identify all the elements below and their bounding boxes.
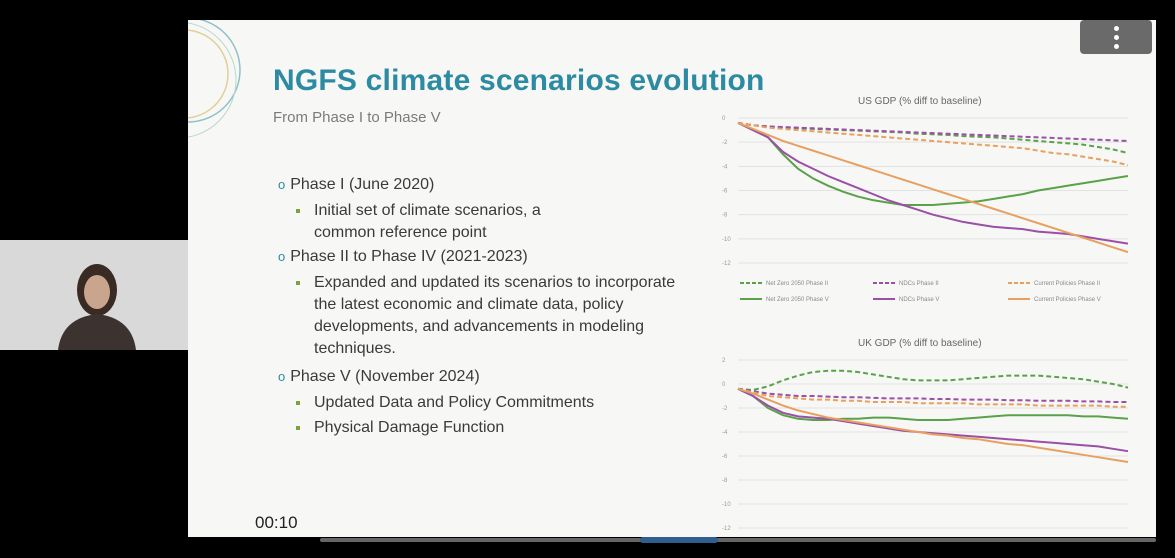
series-line: [737, 121, 1129, 167]
bullet-phase-2-4: o Phase II to Phase IV (2021-2023): [278, 246, 528, 268]
decorative-arcs: [188, 20, 241, 138]
circle-bullet-icon: o: [278, 177, 286, 192]
y-tick-label: -10: [722, 237, 731, 243]
series-line: [737, 387, 1129, 463]
circle-bullet-icon: o: [278, 249, 286, 264]
bullet-label: Phase I (June 2020): [290, 176, 435, 193]
square-bullet-icon: [296, 281, 300, 285]
sub-bullet-text: Updated Data and Policy Commitments: [314, 394, 595, 411]
legend-label: NDCs Phase II: [899, 281, 939, 287]
legend-label: Net Zero 2050 Phase V: [766, 297, 829, 303]
series-line: [737, 369, 1129, 392]
legend-label: Net Zero 2050 Phase II: [766, 281, 828, 287]
presenter-webcam: [0, 240, 188, 350]
bullet-label: Phase V (November 2024): [290, 368, 480, 385]
square-bullet-icon: [296, 426, 300, 430]
progress-track[interactable]: [320, 538, 1156, 542]
sub-bullet: Initial set of climate scenarios, a comm…: [296, 200, 586, 244]
slide-title: NGFS climate scenarios evolution: [273, 64, 765, 97]
square-bullet-icon: [296, 209, 300, 213]
series-line: [737, 387, 1129, 421]
bullet-phase-1: o Phase I (June 2020): [278, 174, 434, 196]
y-tick-label: -4: [722, 164, 728, 170]
us-gdp-chart: 0 -2 -4 -6 -8 -10 -12 Net Zero 2050 Phase II NDC…: [722, 116, 1129, 303]
y-tick-label: -2: [722, 140, 728, 146]
series-line: [737, 387, 1128, 408]
y-tick-label: -8: [722, 213, 728, 219]
legend-label: NDCs Phase V: [899, 297, 939, 303]
y-tick-label: -2: [722, 406, 728, 412]
sub-bullet: Updated Data and Policy Commitments: [296, 392, 656, 414]
more-vertical-icon: [1080, 20, 1152, 49]
player-control-bar: [188, 537, 1156, 558]
series-line: [737, 387, 1128, 403]
bullet-label: Phase II to Phase IV (2021-2023): [290, 248, 528, 265]
sub-bullet-text: Expanded and updated its scenarios to in…: [314, 274, 676, 357]
bullet-phase-5: o Phase V (November 2024): [278, 366, 480, 388]
y-tick-label: -8: [722, 478, 728, 484]
sub-bullet-text: Initial set of climate scenarios, a comm…: [314, 202, 541, 241]
circle-bullet-icon: o: [278, 369, 286, 384]
top-bar: [0, 0, 1175, 20]
series-line: [737, 121, 1129, 254]
series-line: [737, 121, 1129, 142]
presentation-slide: NGFS climate scenarios evolution From Ph…: [188, 20, 1156, 537]
y-tick-label: -10: [722, 502, 731, 508]
y-tick-label: 0: [722, 382, 726, 388]
y-tick-label: -12: [722, 261, 731, 267]
series-line: [737, 121, 1129, 206]
progress-thumb[interactable]: [640, 537, 718, 543]
elapsed-time: 00:10: [255, 513, 298, 532]
y-tick-label: 0: [722, 116, 726, 122]
more-options-button[interactable]: [1080, 20, 1152, 54]
y-tick-label: -6: [722, 454, 728, 460]
square-bullet-icon: [296, 401, 300, 405]
uk-gdp-chart: 2 0 -2 -4 -6 -8 -10 -12: [722, 358, 1129, 532]
series-line: [737, 121, 1129, 245]
sub-bullet-text: Physical Damage Function: [314, 419, 505, 436]
uk-chart-title: UK GDP (% diff to baseline): [858, 338, 982, 349]
sub-bullet: Expanded and updated its scenarios to in…: [296, 272, 696, 360]
legend-label: Current Policies Phase II: [1034, 281, 1100, 287]
y-tick-label: -12: [722, 526, 731, 532]
y-tick-label: -6: [722, 189, 728, 195]
us-chart-title: US GDP (% diff to baseline): [858, 96, 982, 107]
sub-bullet: Physical Damage Function: [296, 417, 656, 439]
presenter-figure: [0, 240, 188, 350]
y-tick-label: -4: [722, 430, 728, 436]
legend-label: Current Policies Phase V: [1034, 297, 1101, 303]
slide-subtitle: From Phase I to Phase V: [273, 109, 441, 126]
y-tick-label: 2: [722, 358, 726, 364]
series-line: [737, 387, 1129, 453]
